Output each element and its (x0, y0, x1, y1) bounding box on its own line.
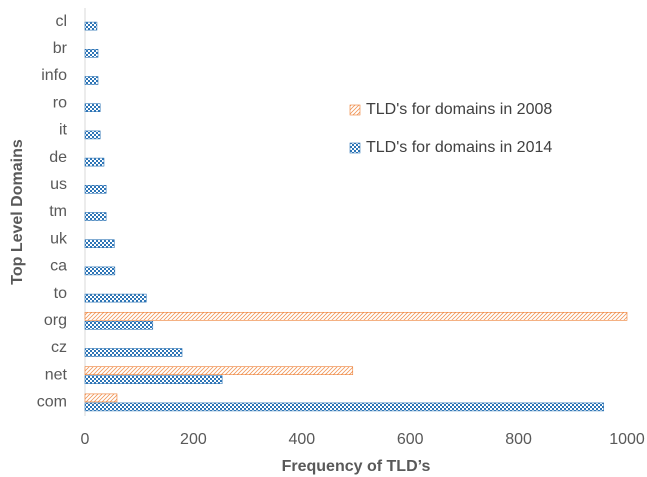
y-tick-label: us (50, 176, 67, 193)
bar (84, 212, 107, 221)
y-tick-label: cl (55, 13, 67, 30)
bar (84, 366, 354, 376)
bar (84, 48, 99, 58)
x-tick-label: 1000 (609, 431, 645, 448)
y-axis-title: Top Level Domains (9, 139, 26, 285)
y-tick-label: it (59, 122, 68, 139)
y-tick-label: ro (53, 94, 67, 111)
bar (84, 103, 101, 112)
bar (84, 311, 628, 321)
y-tick-label: ca (50, 258, 67, 275)
legend-swatch (349, 142, 361, 154)
bar (84, 320, 154, 330)
bar (84, 130, 101, 140)
bar (84, 157, 105, 167)
x-tick-label: 0 (81, 431, 90, 448)
bar (84, 76, 99, 85)
y-tick-label: cz (51, 339, 67, 356)
legend-swatch (349, 104, 361, 116)
y-tick-label: uk (50, 230, 68, 247)
bar (84, 393, 118, 403)
bar (84, 185, 107, 194)
y-tick-label: info (41, 67, 67, 84)
bar (84, 348, 183, 357)
x-axis-title: Frequency of TLD’s (282, 458, 431, 475)
x-tick-label: 400 (288, 431, 315, 448)
y-tick-label: net (45, 366, 68, 383)
bar (84, 375, 223, 385)
bar (84, 266, 116, 276)
legend-label: TLD's for domains in 2014 (366, 139, 552, 156)
y-tick-label: tm (49, 203, 67, 220)
bar (84, 239, 115, 248)
legend-label: TLD's for domains in 2008 (366, 101, 552, 118)
bar (84, 21, 98, 31)
bar (84, 293, 147, 303)
x-tick-label: 800 (505, 431, 532, 448)
bar (84, 402, 604, 412)
y-tick-label: com (37, 394, 67, 411)
y-tick-label: org (44, 312, 67, 329)
x-tick-label: 600 (397, 431, 424, 448)
y-tick-label: br (53, 40, 68, 57)
x-tick-label: 200 (180, 431, 207, 448)
y-tick-label: to (54, 285, 67, 302)
y-tick-label: de (49, 149, 67, 166)
